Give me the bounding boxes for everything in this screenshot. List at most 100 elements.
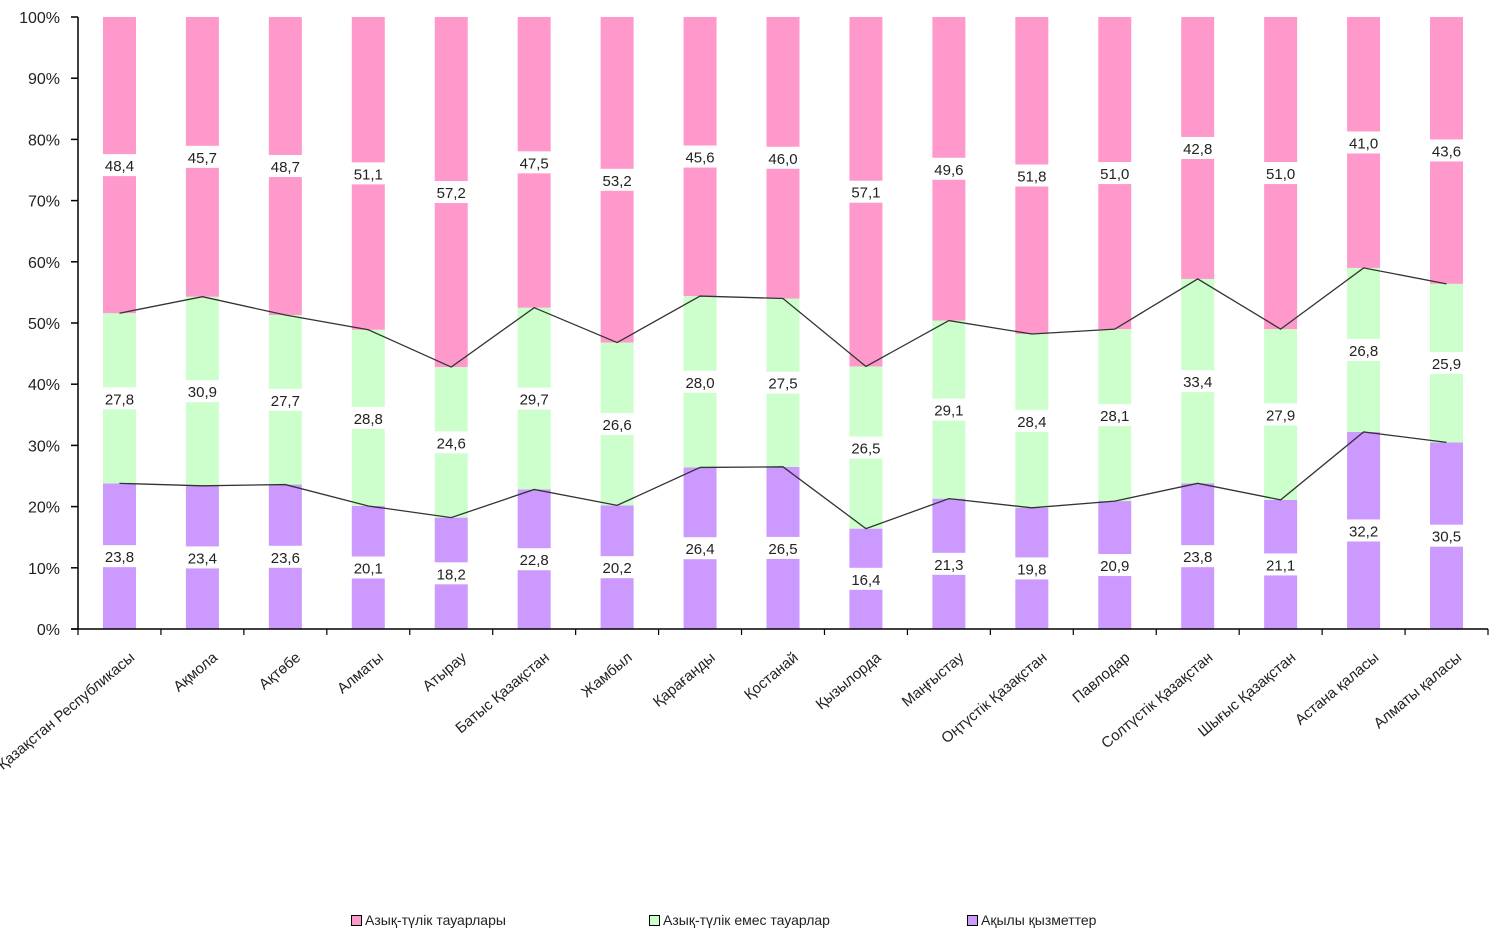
data-label-bg <box>100 387 139 410</box>
data-label-bg <box>846 180 885 203</box>
data-label-bg <box>515 387 554 410</box>
data-label: 18,2 <box>437 566 466 583</box>
data-label-bg <box>515 151 554 174</box>
y-tick-label: 70% <box>28 194 60 211</box>
data-label: 22,8 <box>520 552 549 569</box>
x-category-label: Қостанай <box>741 649 801 704</box>
y-tick-label: 40% <box>28 377 60 394</box>
series-lines <box>119 267 1447 530</box>
series-boundary-line <box>119 431 1447 530</box>
x-category-label: Ақмола <box>170 649 221 696</box>
data-label-bg <box>1344 519 1383 542</box>
data-label-bg <box>1427 139 1466 162</box>
y-tick-label: 100% <box>19 10 60 27</box>
data-label: 42,8 <box>1183 141 1212 158</box>
data-label: 45,7 <box>188 150 217 167</box>
legend-item: Ақылы қызметтер <box>967 912 1096 928</box>
x-category-label: Қызылорда <box>813 649 885 714</box>
data-label: 21,3 <box>934 557 963 574</box>
data-label-bg <box>1178 545 1217 568</box>
data-label: 51,8 <box>1017 169 1046 186</box>
data-label: 20,1 <box>354 560 383 577</box>
data-label: 26,5 <box>851 441 880 458</box>
data-label: 16,4 <box>851 572 880 589</box>
x-category-label: Ақтөбе <box>256 649 304 693</box>
legend-swatch-services <box>967 914 978 926</box>
legend-label: Азық-түлік тауарлары <box>365 912 506 928</box>
data-label: 43,6 <box>1432 143 1461 160</box>
y-axis-ticks: 0% 10% 20% 30% 40% 50% 60% 70% 80% 90% 100% <box>19 10 78 639</box>
data-label: 30,9 <box>188 384 217 401</box>
data-label: 28,4 <box>1017 414 1046 431</box>
data-label-bg <box>598 168 637 191</box>
series-boundary-line <box>119 267 1447 368</box>
data-label-bg <box>1095 404 1134 427</box>
data-label: 28,8 <box>354 411 383 428</box>
data-label-bg <box>1012 557 1051 580</box>
data-label: 48,7 <box>271 159 300 176</box>
legend-swatch-nonfood <box>649 914 660 926</box>
data-label: 48,4 <box>105 158 134 175</box>
data-label: 29,7 <box>520 392 549 409</box>
data-label-bg <box>1427 524 1466 547</box>
data-label: 26,6 <box>603 417 632 434</box>
y-tick-label: 60% <box>28 255 60 272</box>
x-category-label: Маңғыстау <box>899 649 968 711</box>
data-label-bg <box>1095 554 1134 577</box>
data-label: 26,5 <box>768 541 797 558</box>
data-label: 27,8 <box>105 391 134 408</box>
data-label-bg <box>100 154 139 177</box>
data-label: 32,2 <box>1349 523 1378 540</box>
data-label-bg <box>349 406 388 429</box>
data-label-bg <box>100 545 139 568</box>
x-category-label: Қарағанды <box>650 649 719 710</box>
data-label-bg <box>681 145 720 168</box>
axes <box>71 17 1489 635</box>
data-label: 30,5 <box>1432 529 1461 546</box>
data-label-bg <box>681 537 720 560</box>
x-category-label: Атырау <box>420 649 471 695</box>
y-tick-label: 20% <box>28 500 60 517</box>
legend: Азық-түлік тауарлары Азық-түлік емес тау… <box>0 912 1491 942</box>
data-label-bg <box>349 556 388 579</box>
data-label: 41,0 <box>1349 135 1378 152</box>
legend-item: Азық-түлік тауарлары <box>351 912 506 928</box>
data-label-bg <box>183 380 222 403</box>
x-category-label: Алматы қаласы <box>1371 649 1466 732</box>
data-label-bg <box>1178 370 1217 393</box>
x-axis-labels: Қазақстан Республикасы Ақмола Ақтөбе Алматы… <box>0 649 1465 774</box>
data-label-bg <box>1095 162 1134 185</box>
data-label-bg <box>1012 164 1051 187</box>
data-label-bg <box>929 157 968 180</box>
data-label-bg <box>266 545 305 568</box>
data-label: 51,0 <box>1266 166 1295 183</box>
data-label-bg <box>1344 131 1383 154</box>
y-tick-label: 80% <box>28 132 60 149</box>
legend-swatch-food <box>351 914 362 926</box>
x-category-label: Жамбыл <box>578 649 635 701</box>
data-label: 57,1 <box>851 185 880 202</box>
data-label-bg <box>764 536 802 559</box>
data-label-bg <box>1344 338 1383 361</box>
data-label-bg <box>598 556 637 579</box>
data-label-bg <box>266 155 305 178</box>
data-label: 20,2 <box>603 560 632 577</box>
data-label: 25,9 <box>1432 356 1461 373</box>
y-tick-label: 30% <box>28 438 60 455</box>
data-label: 51,0 <box>1100 166 1129 183</box>
data-label-bg <box>515 548 554 571</box>
data-label-bg <box>1261 162 1300 185</box>
data-label-bg <box>183 145 222 168</box>
data-label: 23,6 <box>271 550 300 567</box>
data-label-bg <box>846 567 885 590</box>
data-label: 27,5 <box>768 376 797 393</box>
data-label-bg <box>1427 352 1466 375</box>
data-label: 23,8 <box>1183 549 1212 566</box>
data-label-bg <box>1261 553 1300 576</box>
data-label: 57,2 <box>437 185 466 202</box>
data-label: 24,6 <box>437 435 466 452</box>
data-label: 20,9 <box>1100 558 1129 575</box>
data-label: 28,1 <box>1100 408 1129 425</box>
data-label: 28,0 <box>685 375 714 392</box>
data-label: 47,5 <box>520 155 549 172</box>
